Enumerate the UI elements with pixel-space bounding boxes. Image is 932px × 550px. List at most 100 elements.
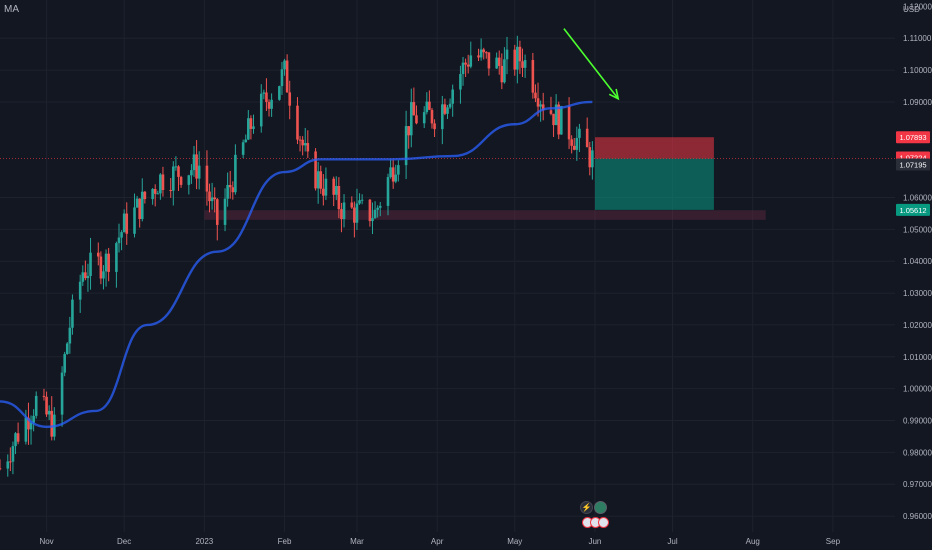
candle-body <box>464 62 467 65</box>
candle <box>86 263 90 292</box>
candle-body <box>376 207 379 210</box>
candle <box>376 205 379 218</box>
candle <box>99 251 103 285</box>
y-tick-label: 0.98000 <box>903 448 932 457</box>
candle <box>133 193 136 238</box>
candle <box>192 146 196 177</box>
candle <box>252 114 255 134</box>
candle-body <box>503 59 506 83</box>
indicator-label[interactable]: MA <box>4 4 19 15</box>
candle <box>464 58 467 78</box>
candle-body <box>534 92 537 99</box>
candle <box>513 44 517 76</box>
candle <box>578 123 581 152</box>
candle <box>360 194 364 205</box>
candle <box>215 197 219 241</box>
stop-zone <box>594 137 714 159</box>
candle <box>316 161 320 204</box>
candle-body <box>32 415 35 423</box>
candle <box>213 187 216 213</box>
candle <box>172 161 175 206</box>
y-tick-label: 1.04000 <box>903 257 932 266</box>
candle-body <box>47 410 51 415</box>
candle-body <box>430 109 434 124</box>
candle-body <box>591 150 594 168</box>
flag-icon[interactable] <box>598 517 609 528</box>
candle-body <box>588 147 592 168</box>
candle <box>412 87 416 116</box>
candle-body <box>81 272 85 282</box>
candle <box>371 202 374 235</box>
candle <box>177 165 180 191</box>
y-tick-label: 1.03000 <box>903 289 932 298</box>
candle-body <box>16 433 20 442</box>
candle-body <box>151 189 154 200</box>
arrow-shaft <box>563 28 619 100</box>
candle <box>572 137 576 151</box>
candle-body <box>415 115 418 124</box>
candle-body <box>373 209 377 219</box>
candle-body <box>513 49 517 70</box>
candle <box>487 52 491 76</box>
candle <box>27 402 30 445</box>
candle <box>135 195 139 209</box>
candle <box>122 209 126 233</box>
candle-body <box>179 176 183 185</box>
candle-body <box>122 213 126 233</box>
candle <box>358 193 361 205</box>
candle-body <box>89 252 92 276</box>
candle-body <box>536 98 540 107</box>
candle-body <box>50 410 54 437</box>
y-tick-label: 1.10000 <box>903 66 932 75</box>
candle <box>451 84 454 117</box>
candle-body <box>187 175 191 185</box>
candle <box>394 164 398 184</box>
candle <box>552 113 555 137</box>
candle <box>159 173 162 200</box>
candle-body <box>135 198 139 208</box>
candle-body <box>314 151 317 189</box>
y-tick-label: 0.97000 <box>903 480 932 489</box>
candle-body <box>247 118 250 140</box>
candle-body <box>389 167 392 178</box>
price-label: 1.07195 <box>896 158 930 171</box>
candle <box>570 135 573 154</box>
candle <box>523 54 527 78</box>
candle-body <box>497 57 501 66</box>
arrow-head <box>608 88 620 101</box>
candle <box>169 177 173 198</box>
candle-body <box>27 417 30 430</box>
candle <box>241 139 245 158</box>
candle <box>301 136 304 156</box>
flash-icon[interactable]: ⚡ <box>580 501 593 514</box>
candle-body <box>241 142 245 155</box>
candle <box>0 459 2 471</box>
candle-body <box>208 191 211 202</box>
candle <box>433 119 436 138</box>
candle <box>441 95 444 145</box>
moving-average-line <box>0 100 593 429</box>
candle-body <box>234 154 237 193</box>
candle-body <box>485 52 488 54</box>
time-axis[interactable]: Nov Dec 2023 Feb Mar Apr May Jun Jul Aug Sep <box>39 537 840 546</box>
candle-body <box>531 60 535 93</box>
candle <box>78 274 82 313</box>
globe-icon[interactable] <box>594 501 607 514</box>
candle-body <box>523 60 527 68</box>
candle <box>466 54 470 74</box>
candle-body <box>65 343 69 355</box>
candle-body <box>244 139 248 143</box>
candle <box>469 41 473 69</box>
candle <box>249 115 253 140</box>
candle <box>332 176 335 207</box>
x-tick-label: Apr <box>431 537 444 546</box>
candle-body <box>115 243 118 272</box>
candle <box>125 202 129 245</box>
x-tick-label: Feb <box>278 537 292 546</box>
candle-body <box>120 232 123 238</box>
price-axis[interactable]: 1.11000 1.10000 1.09000 1.06000 1.05000 1.040… <box>903 2 932 521</box>
candle <box>324 167 328 201</box>
candle <box>389 159 392 179</box>
